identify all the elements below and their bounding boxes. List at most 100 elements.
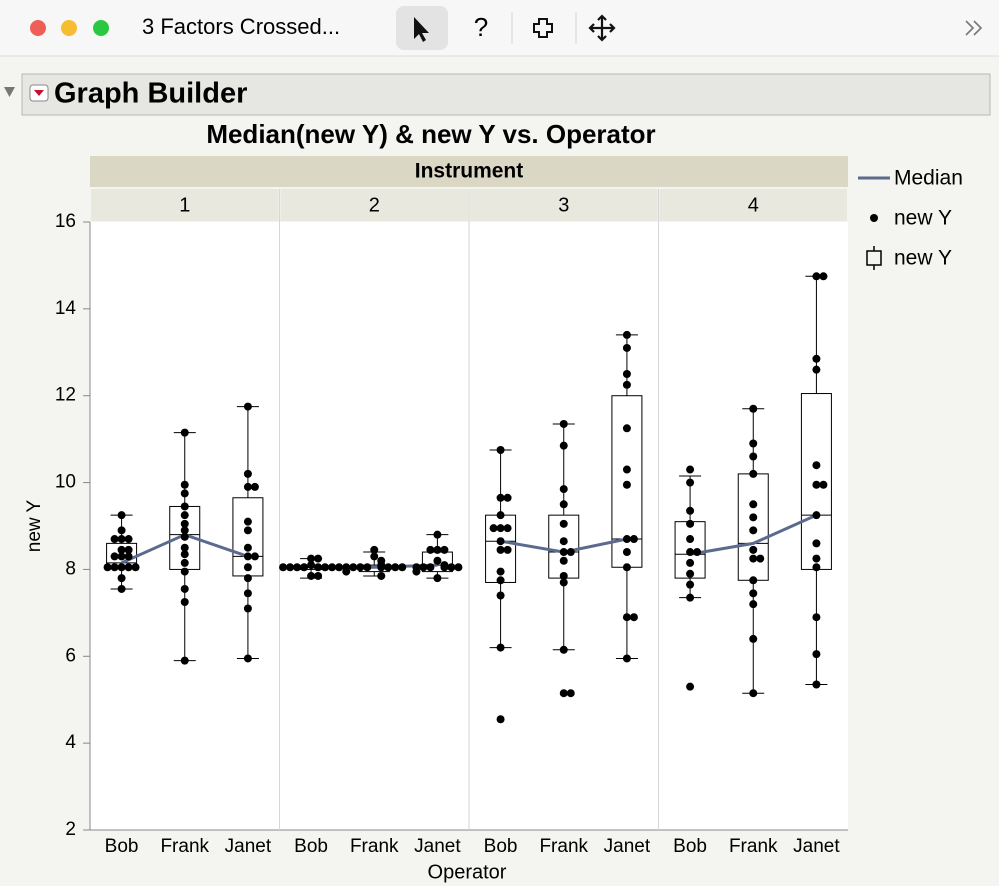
data-point <box>622 370 631 378</box>
data-point <box>686 593 695 602</box>
data-point <box>384 563 393 572</box>
arrow-tool[interactable] <box>414 17 429 42</box>
panel-label-bg <box>280 189 468 221</box>
data-point <box>559 578 568 587</box>
legend-label: new Y <box>894 247 952 270</box>
y-tick-label: 4 <box>65 732 76 753</box>
data-point <box>180 550 189 559</box>
data-point <box>629 613 638 622</box>
data-point <box>314 563 323 572</box>
data-point <box>180 598 189 606</box>
data-point <box>559 556 568 565</box>
x-tick-label: Frank <box>350 836 399 857</box>
data-point <box>559 571 568 580</box>
data-point <box>622 480 631 489</box>
data-point <box>686 519 695 528</box>
crosshair-tool[interactable] <box>533 18 553 38</box>
data-point <box>749 545 758 554</box>
data-point <box>117 574 126 583</box>
data-point <box>243 574 252 583</box>
data-point <box>180 480 189 489</box>
data-point <box>110 563 119 572</box>
data-point <box>566 689 575 698</box>
data-point <box>622 613 631 622</box>
data-point <box>117 563 126 572</box>
data-point <box>559 419 568 428</box>
x-tick-label: Janet <box>225 836 272 857</box>
data-point <box>686 548 695 557</box>
data-point <box>559 441 568 450</box>
data-point <box>749 500 758 509</box>
legend-label: Median <box>894 167 963 190</box>
data-point <box>812 354 821 363</box>
data-point <box>426 545 435 554</box>
x-tick-label: Bob <box>105 836 139 857</box>
zoom-button[interactable] <box>93 20 109 36</box>
x-tick-label: Janet <box>793 836 840 857</box>
data-point <box>812 650 821 659</box>
data-point <box>180 519 189 528</box>
data-point <box>812 461 821 470</box>
data-point <box>286 563 295 572</box>
data-point <box>180 558 189 567</box>
y-tick-label: 8 <box>65 558 76 579</box>
data-point <box>180 489 189 498</box>
data-point <box>749 513 758 522</box>
data-point <box>314 571 323 580</box>
data-point <box>496 591 505 600</box>
y-tick-label: 12 <box>55 385 76 406</box>
data-point <box>370 552 379 561</box>
data-point <box>812 511 821 520</box>
data-point <box>749 439 758 448</box>
data-point <box>433 574 442 583</box>
data-point <box>307 571 316 580</box>
panel-label: 3 <box>558 194 569 216</box>
data-point <box>342 567 351 576</box>
disclosure-triangle[interactable] <box>4 87 15 97</box>
data-point <box>180 526 189 535</box>
data-point <box>622 465 631 474</box>
help-tool[interactable]: ? <box>474 12 488 42</box>
data-point <box>440 563 449 572</box>
data-point <box>503 545 512 554</box>
move-tool[interactable] <box>588 14 616 42</box>
data-point <box>440 545 449 554</box>
data-point <box>117 552 126 561</box>
data-point <box>749 404 758 413</box>
data-point <box>622 563 631 572</box>
data-point <box>622 424 631 433</box>
y-tick-label: 10 <box>55 472 76 493</box>
data-point <box>117 526 126 535</box>
minimize-button[interactable] <box>61 20 77 36</box>
data-point <box>250 482 259 491</box>
data-point <box>489 524 498 533</box>
data-point <box>559 500 568 509</box>
data-point <box>124 545 133 554</box>
data-point <box>686 535 695 544</box>
panel-label-bg <box>659 189 847 221</box>
data-point <box>559 548 568 557</box>
data-point <box>749 526 758 535</box>
data-point <box>686 682 695 691</box>
y-tick-label: 2 <box>65 819 76 840</box>
data-point <box>629 535 638 544</box>
data-point <box>117 584 126 593</box>
close-button[interactable] <box>30 20 46 36</box>
data-point <box>370 545 379 554</box>
x-tick-label: Frank <box>160 836 209 857</box>
overflow-button[interactable] <box>965 20 983 36</box>
panel-label-bg <box>470 189 658 221</box>
red-triangle[interactable] <box>34 90 44 96</box>
data-point <box>496 545 505 554</box>
data-point <box>686 465 695 474</box>
panel-label: 2 <box>369 194 380 216</box>
x-tick-label: Bob <box>673 836 707 857</box>
x-tick-label: Frank <box>539 836 588 857</box>
data-point <box>454 563 463 572</box>
data-point <box>819 272 828 281</box>
data-point <box>622 380 631 389</box>
data-point <box>749 634 758 643</box>
data-point <box>749 469 758 478</box>
data-point <box>812 680 821 689</box>
data-point <box>819 480 828 489</box>
